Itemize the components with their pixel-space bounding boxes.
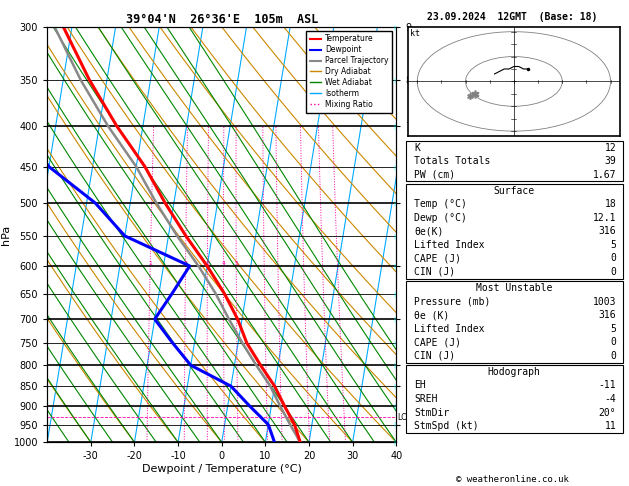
Text: 5: 5 bbox=[235, 261, 238, 266]
Text: |: | bbox=[393, 164, 396, 170]
Text: 1003: 1003 bbox=[593, 297, 616, 307]
Bar bbox=[406, 365, 623, 433]
Text: |: | bbox=[393, 78, 396, 83]
Text: CAPE (J): CAPE (J) bbox=[415, 337, 462, 347]
Text: Hodograph: Hodograph bbox=[487, 367, 541, 377]
Text: Lifted Index: Lifted Index bbox=[415, 324, 485, 334]
Text: 2: 2 bbox=[184, 261, 187, 266]
Text: Totals Totals: Totals Totals bbox=[415, 156, 491, 166]
Text: 0: 0 bbox=[610, 267, 616, 277]
Text: 5: 5 bbox=[610, 240, 616, 250]
Y-axis label: km
ASL: km ASL bbox=[428, 224, 446, 245]
Text: 0: 0 bbox=[610, 254, 616, 263]
Text: -4: -4 bbox=[604, 394, 616, 404]
Text: |: | bbox=[393, 403, 396, 409]
Text: Lifted Index: Lifted Index bbox=[415, 240, 485, 250]
Text: 11: 11 bbox=[604, 421, 616, 431]
Text: kt: kt bbox=[410, 29, 420, 38]
Text: 5: 5 bbox=[610, 324, 616, 334]
Text: Temp (°C): Temp (°C) bbox=[415, 199, 467, 209]
Text: Dewp (°C): Dewp (°C) bbox=[415, 213, 467, 223]
Text: K: K bbox=[415, 143, 420, 153]
Text: Surface: Surface bbox=[494, 186, 535, 196]
Text: |: | bbox=[393, 24, 396, 30]
Text: |: | bbox=[393, 233, 396, 239]
Text: |: | bbox=[393, 363, 396, 368]
Bar bbox=[406, 141, 623, 181]
Text: 316: 316 bbox=[599, 226, 616, 237]
Text: 316: 316 bbox=[599, 310, 616, 320]
Text: |: | bbox=[393, 439, 396, 445]
Text: CIN (J): CIN (J) bbox=[415, 351, 455, 361]
Text: |: | bbox=[393, 263, 396, 269]
Text: 1: 1 bbox=[148, 261, 152, 266]
Text: |: | bbox=[393, 383, 396, 389]
Text: LCL: LCL bbox=[398, 413, 411, 422]
Legend: Temperature, Dewpoint, Parcel Trajectory, Dry Adiabat, Wet Adiabat, Isotherm, Mi: Temperature, Dewpoint, Parcel Trajectory… bbox=[306, 31, 392, 113]
Bar bbox=[406, 281, 623, 363]
Text: 12: 12 bbox=[604, 143, 616, 153]
Text: 20°: 20° bbox=[599, 407, 616, 417]
Text: CAPE (J): CAPE (J) bbox=[415, 254, 462, 263]
Text: 18: 18 bbox=[604, 199, 616, 209]
Text: SREH: SREH bbox=[415, 394, 438, 404]
Bar bbox=[406, 184, 623, 279]
Text: 0: 0 bbox=[610, 351, 616, 361]
Text: 39: 39 bbox=[604, 156, 616, 166]
Text: |: | bbox=[393, 201, 396, 206]
Text: Most Unstable: Most Unstable bbox=[476, 283, 552, 293]
Text: 4: 4 bbox=[221, 261, 225, 266]
Text: 1.67: 1.67 bbox=[593, 170, 616, 180]
Text: StmDir: StmDir bbox=[415, 407, 450, 417]
X-axis label: Dewpoint / Temperature (°C): Dewpoint / Temperature (°C) bbox=[142, 464, 302, 474]
Text: Pressure (mb): Pressure (mb) bbox=[415, 297, 491, 307]
Text: |: | bbox=[393, 340, 396, 346]
Text: 23.09.2024  12GMT  (Base: 18): 23.09.2024 12GMT (Base: 18) bbox=[428, 12, 598, 22]
Text: EH: EH bbox=[415, 381, 426, 390]
Text: |: | bbox=[393, 291, 396, 296]
Text: 0: 0 bbox=[610, 337, 616, 347]
Text: PW (cm): PW (cm) bbox=[415, 170, 455, 180]
Y-axis label: hPa: hPa bbox=[1, 225, 11, 244]
Text: |: | bbox=[393, 123, 396, 129]
Text: -11: -11 bbox=[599, 381, 616, 390]
Text: 12.1: 12.1 bbox=[593, 213, 616, 223]
Text: StmSpd (kt): StmSpd (kt) bbox=[415, 421, 479, 431]
Title: 39°04'N  26°36'E  105m  ASL: 39°04'N 26°36'E 105m ASL bbox=[126, 13, 318, 26]
Text: θe (K): θe (K) bbox=[415, 310, 450, 320]
Text: CIN (J): CIN (J) bbox=[415, 267, 455, 277]
Text: |: | bbox=[393, 422, 396, 427]
Text: 3: 3 bbox=[205, 261, 209, 266]
Text: θe(K): θe(K) bbox=[415, 226, 444, 237]
Text: © weatheronline.co.uk: © weatheronline.co.uk bbox=[456, 474, 569, 484]
Text: |: | bbox=[393, 316, 396, 322]
